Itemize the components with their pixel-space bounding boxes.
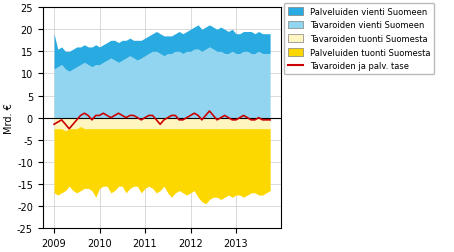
Legend: Palveluiden vienti Suomeen, Tavaroiden vienti Suomeen, Tavaroiden tuonti Suomest: Palveluiden vienti Suomeen, Tavaroiden v… bbox=[284, 4, 434, 75]
Y-axis label: Mrd. €: Mrd. € bbox=[4, 103, 14, 134]
